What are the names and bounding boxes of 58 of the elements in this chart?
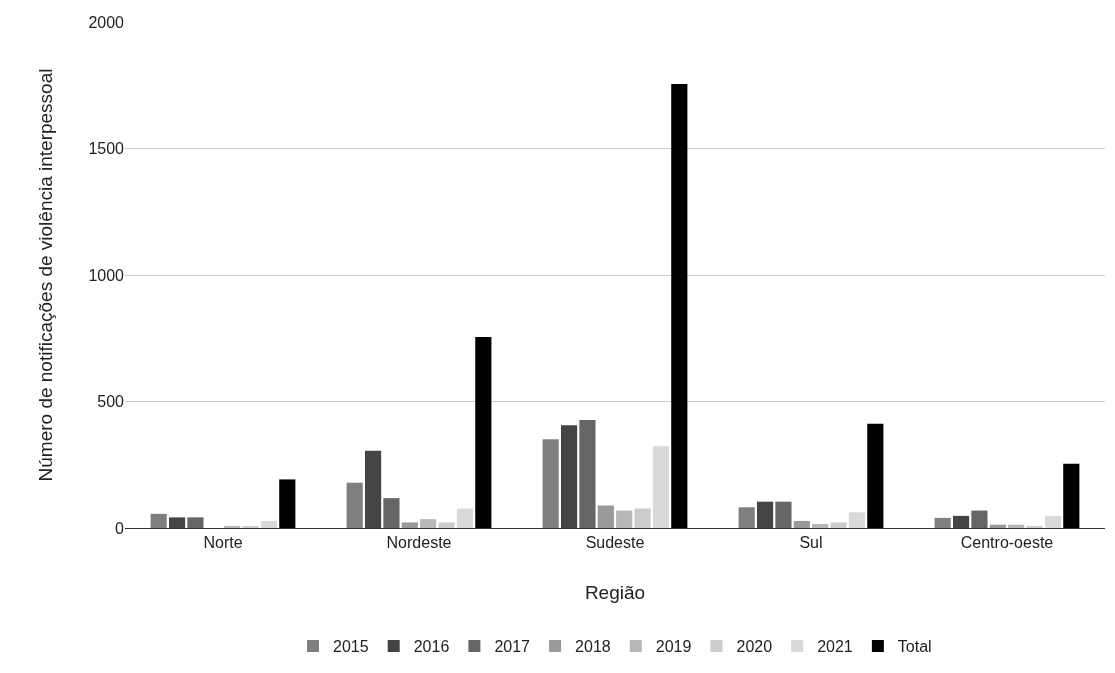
- legend-label: 2020: [736, 638, 773, 656]
- legend-label: Total: [897, 638, 932, 656]
- bar: [812, 523, 829, 528]
- bar: [793, 520, 810, 528]
- bar: [224, 525, 241, 528]
- x-tick-label: Sudeste: [585, 534, 645, 552]
- bar: [438, 522, 455, 528]
- bar: [1063, 463, 1080, 528]
- bar: [187, 517, 204, 528]
- bar: [401, 522, 418, 528]
- bar: [420, 519, 437, 528]
- bar: [456, 508, 474, 528]
- bar: [364, 450, 382, 528]
- bar: [738, 507, 755, 528]
- bar: [671, 83, 688, 528]
- y-tick-label: 500: [97, 393, 125, 411]
- x-tick-label: Nordeste: [386, 534, 452, 552]
- y-tick-label: 1500: [88, 140, 125, 158]
- x-tick-label: Norte: [203, 534, 243, 552]
- y-tick-label: 1000: [88, 266, 125, 284]
- bar: [830, 522, 847, 528]
- legend-label: 2017: [494, 638, 531, 656]
- bar: [346, 482, 363, 528]
- bar: [260, 520, 278, 528]
- legend-label: 2016: [413, 638, 450, 656]
- y-tick-label: 0: [115, 519, 125, 537]
- x-tick-label: Centro-oeste: [960, 534, 1054, 552]
- bar: [279, 479, 296, 528]
- bar: [150, 513, 167, 528]
- bar: [383, 498, 400, 528]
- legend-label: 2021: [817, 638, 853, 656]
- bar: [848, 512, 866, 528]
- x-tick-label: Sul: [799, 534, 823, 552]
- y-axis-title: Número de notificações de violência interpessoal: [35, 68, 57, 482]
- legend-label: 2015: [333, 638, 369, 656]
- bar: [168, 517, 186, 528]
- bar: [934, 517, 951, 528]
- bar: [560, 425, 578, 528]
- bar: [989, 524, 1006, 528]
- bar: [867, 423, 884, 528]
- bar: [634, 508, 651, 528]
- bar: [616, 510, 633, 528]
- bar: [242, 525, 259, 528]
- bar: [652, 446, 670, 528]
- bar: [475, 336, 492, 528]
- bar: [952, 515, 970, 528]
- bar: [1008, 524, 1025, 528]
- y-tick-label: 2000: [88, 13, 125, 31]
- bar: [579, 419, 596, 528]
- bar: [597, 505, 614, 528]
- bar: [1044, 515, 1062, 528]
- x-axis-title: Região: [584, 582, 646, 603]
- legend-label: 2019: [655, 638, 692, 656]
- bar: [542, 439, 559, 528]
- bar: [775, 501, 792, 528]
- bar: [971, 510, 988, 528]
- legend-label: 2018: [575, 638, 611, 656]
- bar: [756, 501, 774, 528]
